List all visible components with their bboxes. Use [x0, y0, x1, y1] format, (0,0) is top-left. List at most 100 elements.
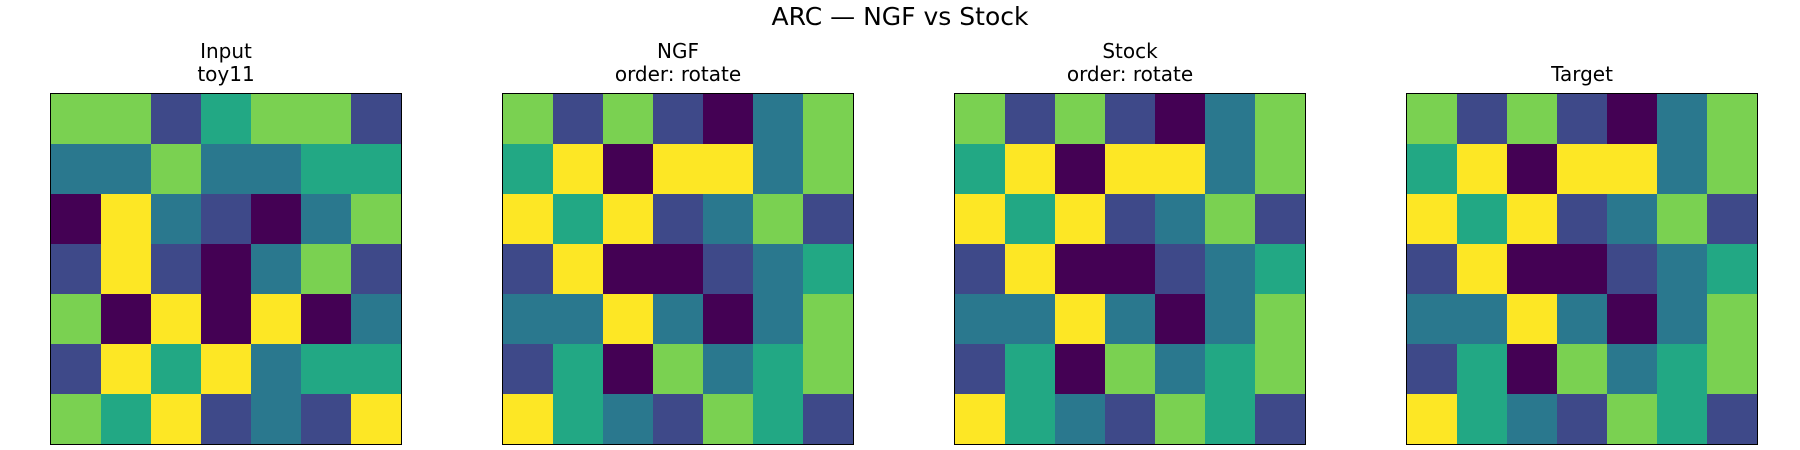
grid-cell	[603, 194, 653, 244]
grid-cell	[351, 94, 401, 144]
grid-cell	[653, 144, 703, 194]
grid-cell	[351, 244, 401, 294]
grid-cell	[1105, 94, 1155, 144]
grid-cell	[603, 94, 653, 144]
grid-cell	[653, 394, 703, 444]
grid-cell	[1055, 144, 1105, 194]
grid-cell	[1255, 294, 1305, 344]
grid-cell	[1407, 144, 1457, 194]
grid-cell	[703, 344, 753, 394]
grid-cell	[603, 344, 653, 394]
grid-cell	[1407, 344, 1457, 394]
grid-cell	[51, 94, 101, 144]
grid-cell	[1205, 244, 1255, 294]
grid-cell	[1707, 244, 1757, 294]
grid-cell	[51, 394, 101, 444]
grid-cell	[803, 394, 853, 444]
grid-cell	[703, 394, 753, 444]
grid-cell	[351, 294, 401, 344]
grid-cell	[603, 144, 653, 194]
grid-cell	[1457, 394, 1507, 444]
grid-cell	[301, 294, 351, 344]
grid-cell	[1557, 194, 1607, 244]
grid-cell	[803, 294, 853, 344]
grid-cell	[1155, 344, 1205, 394]
grid-cell	[1507, 194, 1557, 244]
grid-cell	[1055, 94, 1105, 144]
grid-cell	[503, 344, 553, 394]
grid-cell	[151, 244, 201, 294]
grid-cell	[1657, 194, 1707, 244]
grid-cell	[1707, 94, 1757, 144]
grid-cell	[1055, 394, 1105, 444]
grid-cell	[1557, 394, 1607, 444]
panel-title-target: Target	[1551, 62, 1613, 86]
grid-cell	[553, 94, 603, 144]
grid-cell	[955, 94, 1005, 144]
grid-cell	[1457, 344, 1507, 394]
grid-cell	[151, 394, 201, 444]
grid-cell	[1205, 344, 1255, 394]
grid-cell	[151, 344, 201, 394]
grid-cell	[1557, 344, 1607, 394]
grid-cell	[553, 344, 603, 394]
grid-cell	[51, 194, 101, 244]
grid-cell	[201, 144, 251, 194]
grid-cell	[1557, 144, 1607, 194]
grid-cell	[503, 94, 553, 144]
grid-cell	[1657, 94, 1707, 144]
grid-cell	[653, 344, 703, 394]
grid-cell	[1105, 144, 1155, 194]
grid-cell	[1105, 394, 1155, 444]
panel-title-stock: Stock	[1102, 39, 1158, 63]
grid-cell	[151, 144, 201, 194]
grid-cell	[653, 194, 703, 244]
grid-cell	[703, 94, 753, 144]
grid-cell	[101, 344, 151, 394]
grid-cell	[1507, 144, 1557, 194]
grid-cell	[753, 244, 803, 294]
grid-cell	[1005, 144, 1055, 194]
figure-title: ARC — NGF vs Stock	[771, 2, 1029, 31]
grid-cell	[1407, 194, 1457, 244]
grid-cell	[653, 94, 703, 144]
grid-cell	[1205, 94, 1255, 144]
grid-cell	[955, 344, 1005, 394]
grid-cell	[1507, 294, 1557, 344]
grid-cell	[1607, 194, 1657, 244]
grid-cell	[753, 144, 803, 194]
grid-cell	[301, 94, 351, 144]
grid-cell	[1707, 344, 1757, 394]
grid-cell	[1707, 194, 1757, 244]
grid-cell	[1607, 94, 1657, 144]
grid-cell	[1657, 144, 1707, 194]
grid-cell	[51, 344, 101, 394]
grid-cell	[1105, 244, 1155, 294]
grid-cell	[955, 144, 1005, 194]
grid-cell	[1407, 244, 1457, 294]
grid-cell	[351, 344, 401, 394]
grid-cell	[251, 194, 301, 244]
grid-cell	[553, 244, 603, 294]
grid-cell	[653, 244, 703, 294]
grid-cell	[1255, 94, 1305, 144]
grid-cell	[503, 294, 553, 344]
grid-cell	[955, 294, 1005, 344]
grid-cell	[753, 194, 803, 244]
grid-cell	[753, 94, 803, 144]
grid-cell	[803, 94, 853, 144]
grid-cell	[753, 344, 803, 394]
grid-cell	[1457, 194, 1507, 244]
grid-cell	[1155, 244, 1205, 294]
grid-cell	[703, 244, 753, 294]
grid-cell	[1205, 294, 1255, 344]
grid-cell	[503, 194, 553, 244]
grid-cell	[1155, 144, 1205, 194]
grid-cell	[1255, 144, 1305, 194]
grid-cell	[955, 394, 1005, 444]
grid-cell	[1255, 194, 1305, 244]
grid-cell	[1055, 344, 1105, 394]
grid-cell	[703, 144, 753, 194]
grid-cell	[1457, 244, 1507, 294]
grid-cell	[955, 194, 1005, 244]
